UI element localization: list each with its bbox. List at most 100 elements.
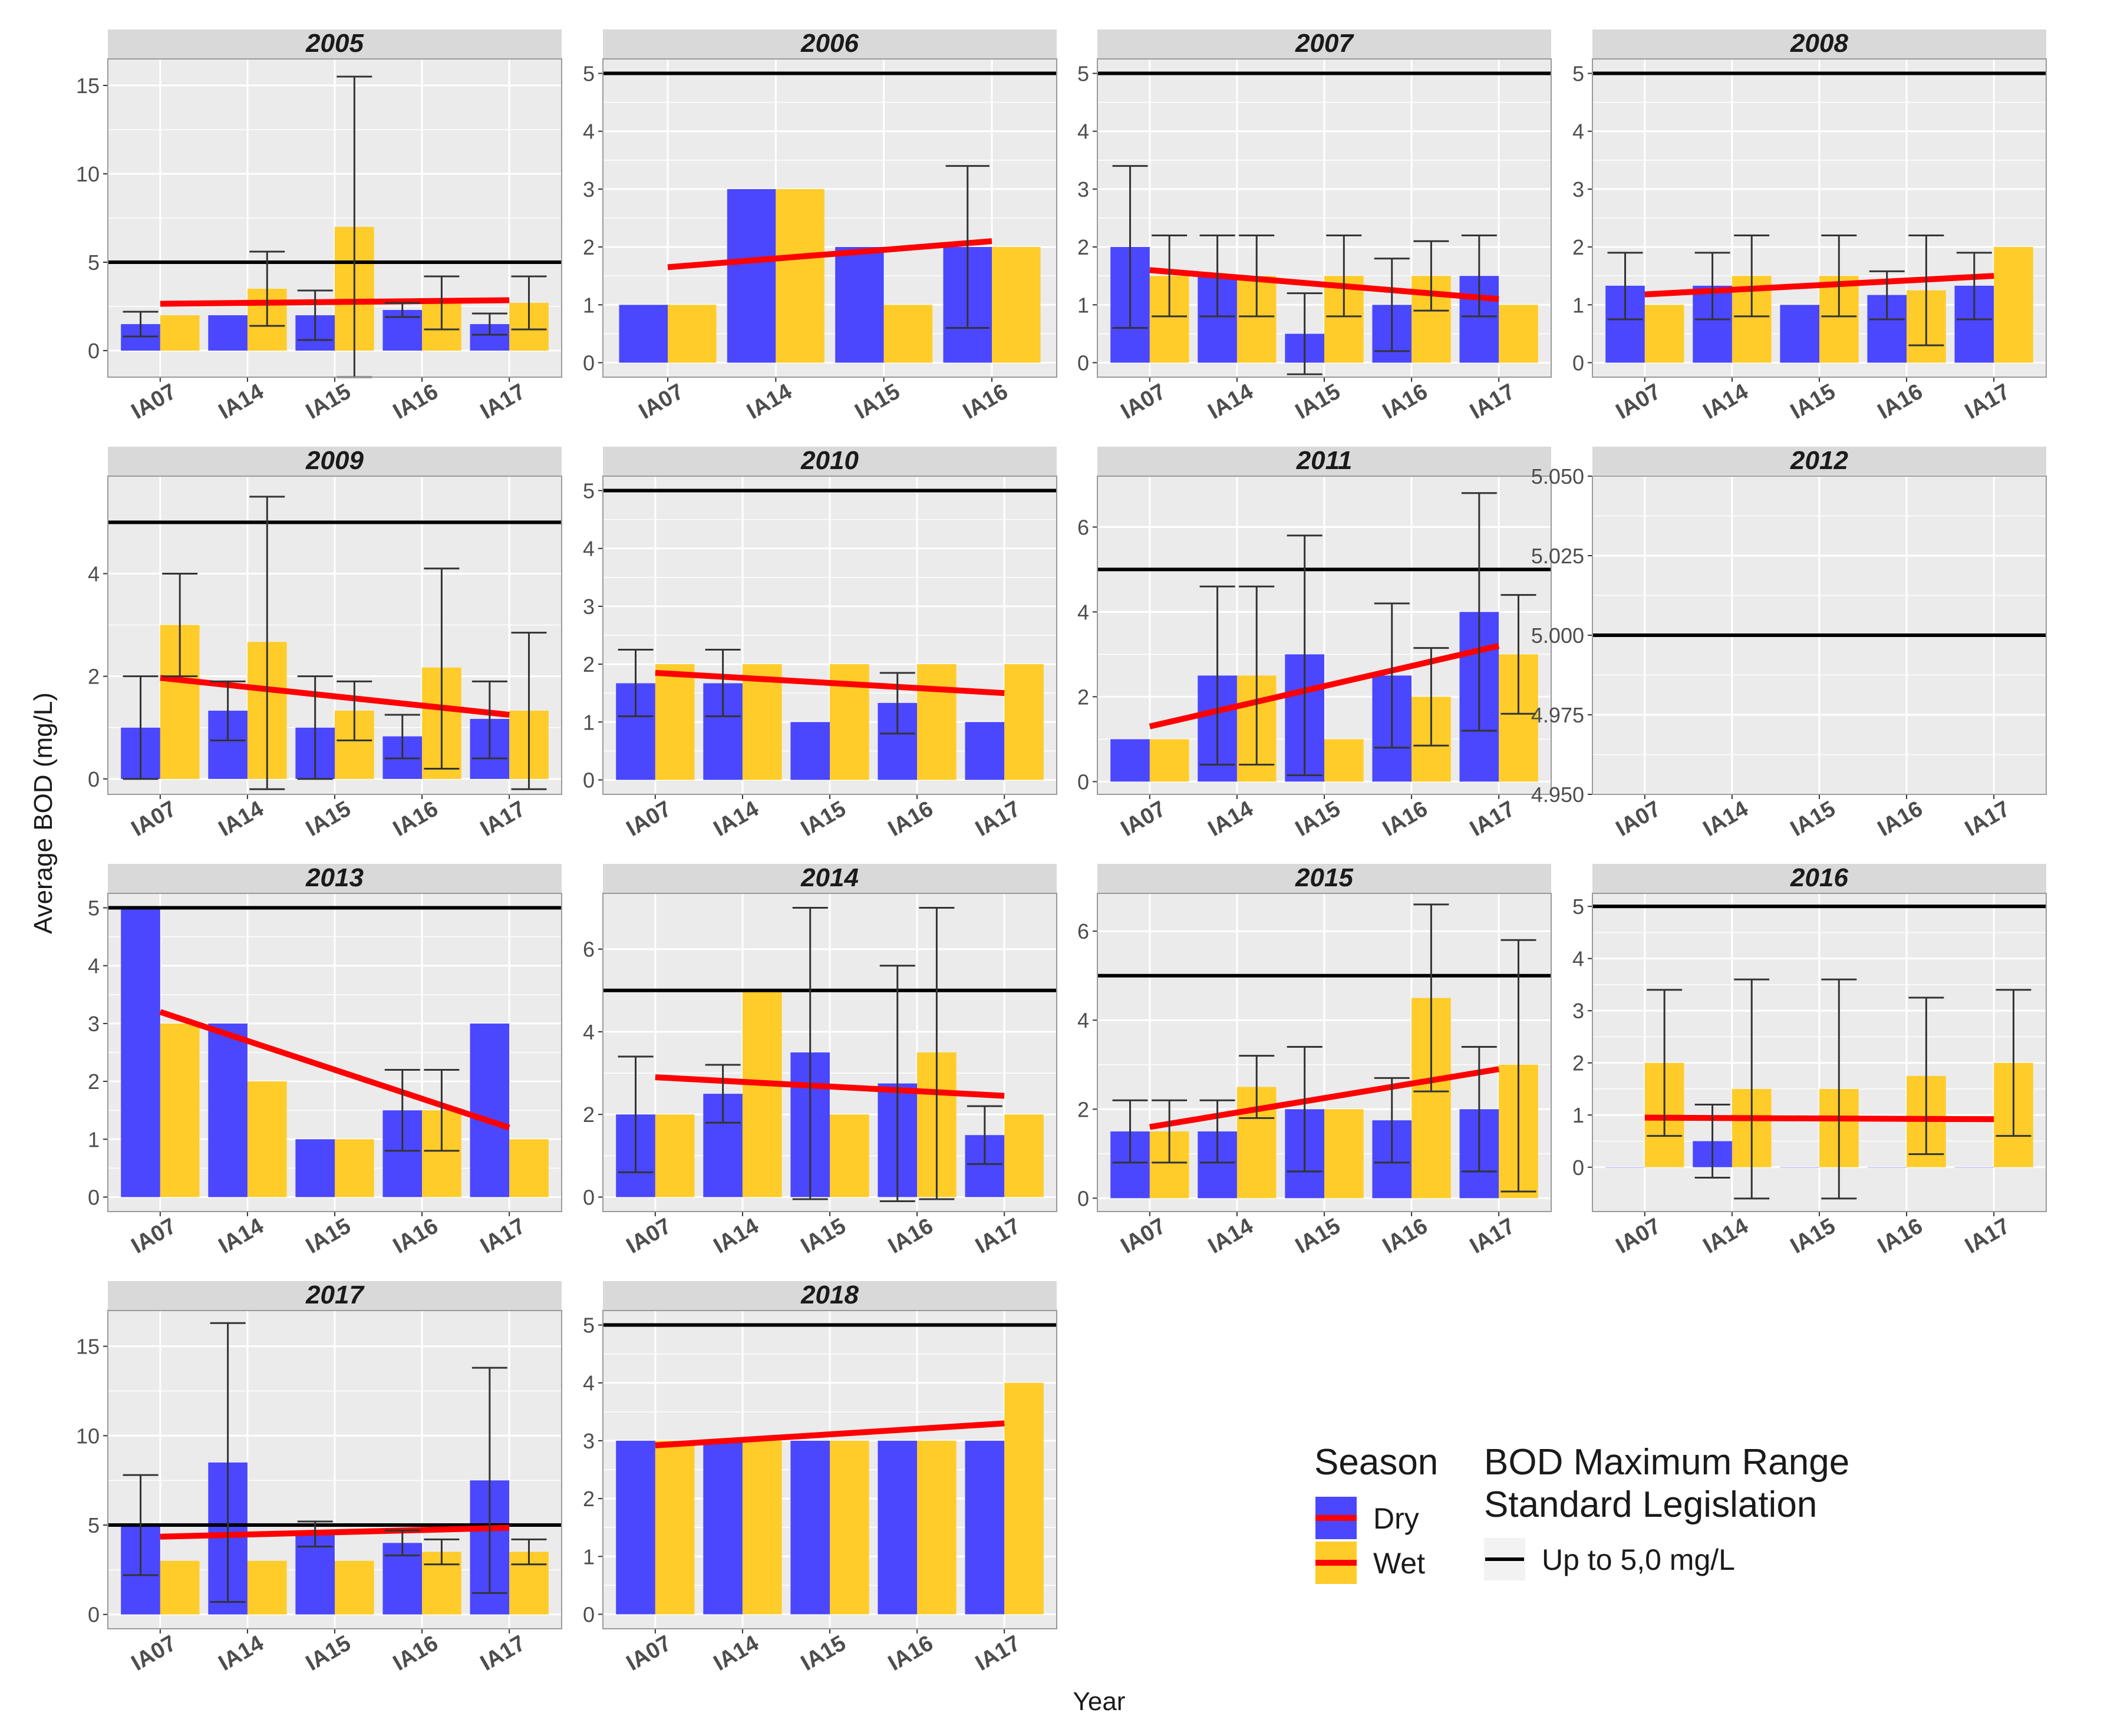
panel-border (1592, 893, 2047, 1212)
y-tick-label: 5 (88, 896, 100, 920)
error-bar-wet (1239, 234, 1275, 318)
panel-border (107, 1310, 562, 1629)
y-tick-label: 0 (1572, 351, 1584, 375)
bar-dry (790, 722, 830, 780)
y-tick-label: 1 (1572, 293, 1584, 317)
y-tick-label: 3 (583, 1429, 595, 1453)
error-bar-wet (1500, 594, 1536, 715)
error-bar-dry (384, 1068, 420, 1152)
y-tick-label: 10 (76, 1424, 100, 1448)
trend-line (1149, 1066, 1499, 1130)
bar-dry (703, 1440, 743, 1615)
error-bar-dry (1694, 1104, 1730, 1179)
bar-wet (992, 247, 1041, 363)
error-bar-wet (424, 275, 460, 331)
bar-dry (470, 1023, 510, 1197)
y-tick-label: 3 (1077, 177, 1089, 202)
panel-title: 2018 (800, 1280, 859, 1309)
y-tick-label: 5 (583, 1313, 595, 1338)
error-bar-dry (1112, 1099, 1148, 1164)
error-bar-dry (471, 312, 507, 336)
y-tick-label: 4 (583, 1371, 595, 1395)
error-bar-dry (1461, 492, 1497, 732)
error-bar-wet (1908, 996, 1944, 1156)
y-tick-label: 1 (1077, 293, 1089, 317)
panel-title: 2005 (305, 29, 364, 58)
panel-title: 2010 (800, 446, 859, 475)
y-tick-label: 15 (76, 1335, 100, 1359)
panel-title: 2007 (1295, 29, 1354, 58)
y-tick-label: 2 (583, 1487, 595, 1511)
y-tick-label: 3 (1572, 177, 1584, 202)
error-bar-wet (919, 907, 955, 1200)
bar-wet (830, 1440, 869, 1615)
error-bar-dry (1956, 252, 1992, 321)
y-tick-label: 0 (1077, 1186, 1089, 1210)
error-bar-dry (1461, 234, 1497, 318)
bar-dry (727, 189, 776, 363)
trend-line (655, 1074, 1005, 1099)
bar-wet (1004, 664, 1044, 780)
y-tick-label: 6 (1077, 515, 1089, 539)
y-tick-label: 2 (1572, 235, 1584, 259)
y-tick-label: 1 (1572, 1103, 1584, 1127)
bar-wet (335, 1139, 374, 1197)
error-bar-wet (511, 1538, 547, 1566)
trend-line (655, 669, 1005, 697)
bar-wet (335, 1560, 374, 1615)
y-tick-label: 2 (88, 1070, 100, 1094)
y-tick-label: 3 (583, 177, 595, 202)
y-tick-label: 2 (1077, 1097, 1089, 1121)
error-bar-dry (618, 1055, 654, 1173)
error-bar-dry (1287, 1046, 1323, 1173)
panel-title: 2011 (1296, 446, 1353, 475)
y-tick-label: 2 (1572, 1051, 1584, 1075)
legend-key-dry: Dry (1315, 1497, 1419, 1539)
panel-border (1097, 58, 1552, 378)
y-tick-label: 5 (1572, 62, 1584, 86)
y-tick-label: 0 (1077, 351, 1089, 375)
bar-wet (1004, 1114, 1044, 1197)
panel-strip (1592, 864, 2046, 893)
error-bar-dry (210, 680, 246, 742)
panel-border (107, 476, 562, 795)
error-bar-wet (424, 1538, 460, 1566)
legend-standard-title-line2: Standard Legislation (1484, 1484, 1817, 1525)
bar-dry (1780, 1167, 1819, 1168)
error-bar-wet (1152, 234, 1188, 318)
y-tick-label: 5 (1572, 895, 1584, 919)
y-tick-label: 4 (88, 954, 100, 978)
bar-wet (776, 189, 825, 363)
bar-wet (247, 1081, 287, 1197)
y-tick-label: 0 (583, 351, 595, 375)
bar-wet (160, 1023, 200, 1197)
y-tick-label: 2 (583, 652, 595, 676)
y-tick-label: 10 (76, 162, 100, 186)
legend-key-wet: Wet (1315, 1542, 1425, 1584)
y-tick-label: 5.000 (1531, 623, 1584, 648)
y-tick-label: 4 (583, 120, 595, 144)
error-bar-dry (1461, 1046, 1497, 1173)
bar-wet (247, 1560, 287, 1615)
error-bar-wet (1239, 1055, 1275, 1119)
error-bar-wet (1908, 234, 1944, 346)
panel-strip (108, 447, 562, 476)
bar-dry (790, 1440, 830, 1615)
y-tick-label: 4 (583, 1020, 595, 1044)
y-tick-label: 0 (583, 1185, 595, 1209)
error-bar-dry (1374, 602, 1410, 749)
bar-dry (1110, 739, 1150, 782)
bar-wet (742, 664, 782, 780)
error-bar-dry (123, 1474, 159, 1576)
error-bar-wet (1326, 234, 1362, 318)
panel-border (1097, 893, 1552, 1212)
error-bar-dry (879, 965, 915, 1202)
bar-dry (1605, 1167, 1645, 1168)
bar-wet (917, 664, 957, 780)
legend-label-dry: Dry (1373, 1502, 1419, 1535)
bar-dry (1780, 305, 1819, 363)
